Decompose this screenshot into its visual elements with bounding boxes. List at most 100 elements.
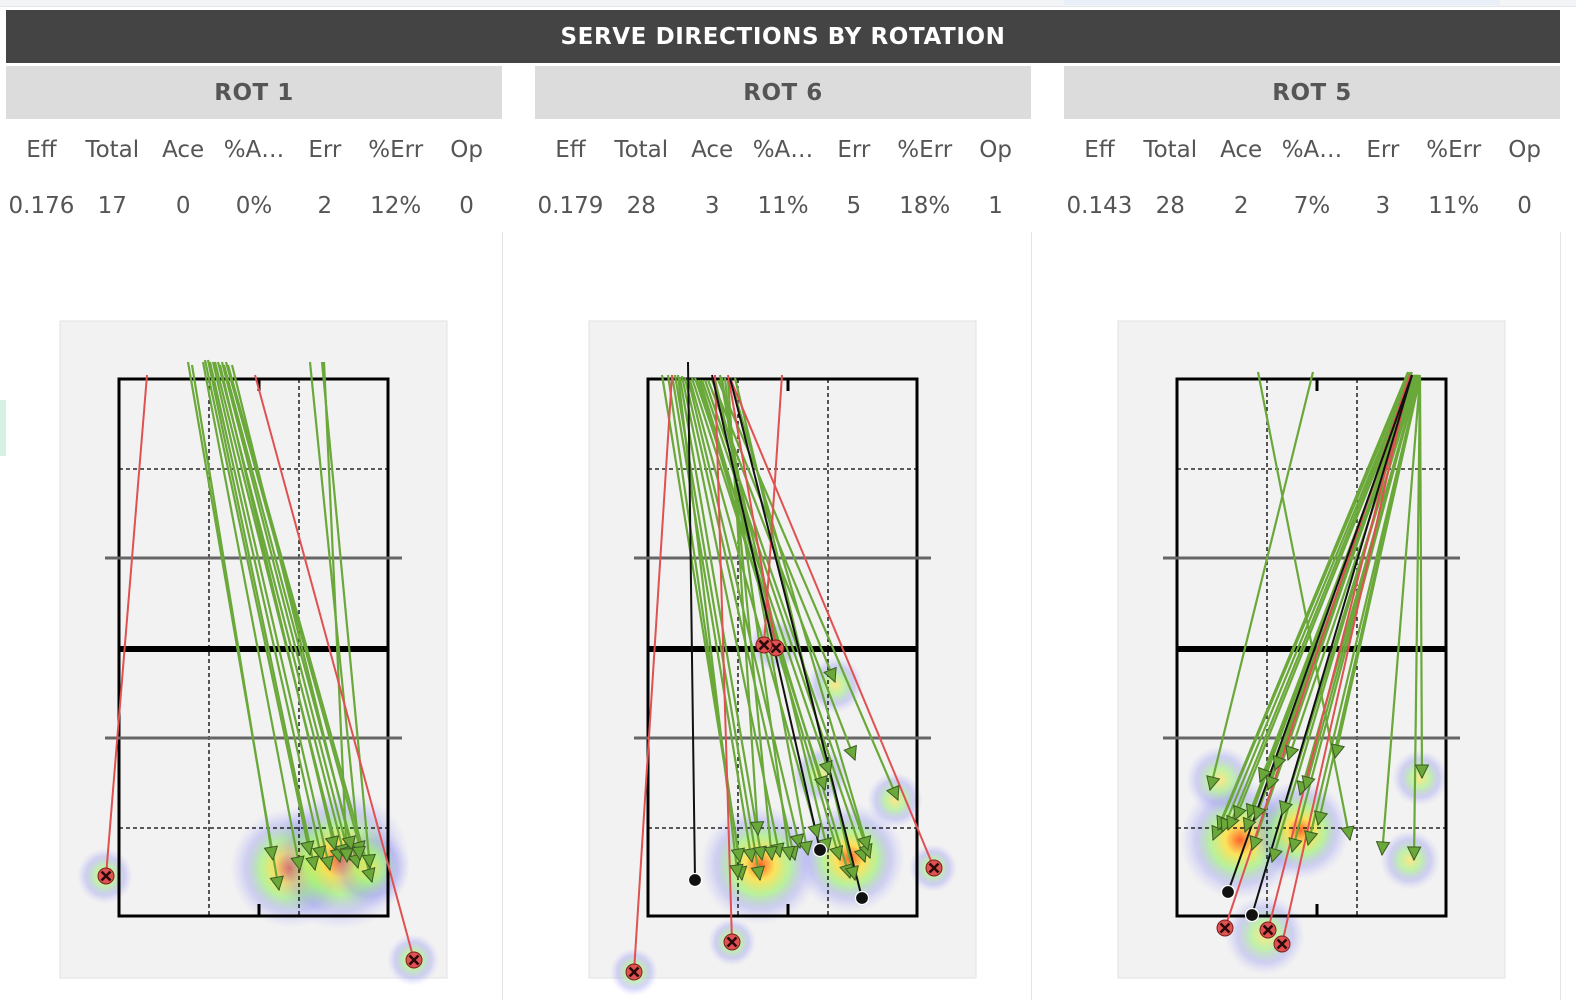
stat-label: Op	[979, 137, 1012, 163]
stat-ace-pct: %A… 11%	[748, 122, 819, 234]
stat-label: %Err	[897, 137, 953, 163]
stat-value: 0	[459, 193, 474, 219]
serve-line	[1258, 374, 1418, 783]
serve-arrowhead	[1272, 754, 1287, 772]
stat-value: 0.179	[537, 193, 604, 219]
stat-value: 12%	[370, 193, 422, 219]
ace-marker	[854, 890, 870, 906]
stat-label: Err	[837, 137, 871, 163]
stat-label: Total	[1143, 137, 1198, 163]
serve-arrowhead	[798, 840, 813, 857]
stat-total: Total 28	[606, 122, 677, 234]
stat-value: 17	[97, 193, 127, 219]
stat-ace-pct: %A… 7%	[1277, 122, 1348, 234]
serve-arrowhead	[1249, 834, 1264, 852]
stat-err: Err 5	[818, 122, 889, 234]
serve-line	[683, 377, 797, 861]
ace-serve-line	[687, 361, 696, 881]
stat-value: 0.176	[8, 193, 75, 219]
serve-arrowhead	[341, 835, 356, 852]
error-cross	[1262, 924, 1274, 936]
stat-err: Err 3	[1347, 122, 1418, 234]
stat-value: 7%	[1293, 193, 1331, 219]
stat-label: Err	[308, 137, 342, 163]
error-cross	[770, 642, 782, 654]
stat-ace: Ace 0	[148, 122, 219, 234]
ace-marker	[1244, 907, 1260, 923]
serve-line	[1303, 374, 1421, 791]
serve-line	[1208, 371, 1315, 791]
rotation-header: ROT 6	[535, 66, 1031, 119]
serve-arrowhead	[1330, 743, 1346, 760]
serve-arrowhead	[1233, 804, 1247, 822]
heat-blob	[807, 657, 863, 713]
rotation-panel-6: ROT 6 Eff 0.179 Total 28 Ace 3 %A… 11% Err 5 …	[535, 66, 1031, 219]
serve-arrowhead	[1340, 825, 1355, 842]
stat-eff: Eff 0.179	[535, 122, 606, 234]
stat-op: Op 0	[431, 122, 502, 234]
serve-arrowhead	[1375, 840, 1391, 857]
error-cross	[408, 954, 420, 966]
ace-marker	[812, 842, 828, 858]
serve-arrowhead	[311, 845, 327, 862]
serve-line	[710, 379, 837, 683]
court-1	[59, 320, 448, 986]
stat-op: Op 0	[1489, 122, 1560, 234]
serve-line	[1412, 377, 1422, 861]
serve-arrowhead	[1304, 830, 1319, 847]
error-cross	[1276, 938, 1288, 950]
rotation-header: ROT 1	[6, 66, 502, 119]
serve-arrowhead	[1288, 837, 1303, 854]
serve-arrowhead	[780, 845, 796, 862]
serve-line	[211, 361, 332, 871]
serve-line	[1216, 371, 1412, 831]
serve-line	[1280, 374, 1420, 816]
stat-label: Ace	[691, 137, 734, 163]
serve-arrowhead	[1258, 766, 1272, 784]
error-serve-line	[633, 374, 673, 973]
stat-label: Ace	[162, 137, 205, 163]
panel-divider	[502, 232, 503, 1000]
stat-value: 3	[1375, 193, 1391, 219]
serve-arrowhead	[1313, 810, 1329, 827]
stat-eff: Eff 0.176	[6, 122, 77, 234]
serve-arrowhead	[1226, 814, 1240, 832]
stat-total: Total 17	[77, 122, 148, 234]
stat-label: Op	[1508, 137, 1541, 163]
serve-line	[320, 361, 372, 869]
stat-eff: Eff 0.143	[1064, 122, 1135, 234]
stat-label: %A…	[223, 137, 285, 163]
ace-marker	[687, 872, 703, 888]
serve-line	[230, 364, 354, 851]
serve-line	[666, 374, 744, 881]
serve-arrowhead	[319, 855, 335, 872]
ace-serve-line	[1227, 374, 1413, 893]
stat-value: 11%	[757, 193, 809, 219]
serve-line	[322, 361, 349, 863]
serve-arrowhead	[1252, 804, 1267, 822]
serve-arrowhead	[729, 863, 744, 880]
heat-blob	[867, 772, 923, 828]
stat-value: 11%	[1428, 193, 1480, 219]
serve-arrowhead	[1279, 799, 1293, 817]
top-tab-highlight	[1064, 0, 1500, 5]
serve-arrowhead	[844, 865, 859, 882]
serve-line	[700, 379, 867, 863]
serve-arrowhead	[1206, 775, 1221, 792]
serve-arrowhead	[829, 844, 844, 862]
rotation-panel-1: ROT 1 Eff 0.176 Total 17 Ace 0 %A… 0% Err 2 %…	[6, 66, 502, 219]
error-serve-line	[1267, 374, 1411, 931]
stat-label: Total	[85, 137, 140, 163]
stat-op: Op 1	[960, 122, 1031, 234]
serve-arrowhead	[752, 845, 767, 862]
serve-arrowhead	[730, 847, 746, 864]
serve-arrowhead	[1265, 774, 1280, 792]
stats-table: Eff 0.176 Total 17 Ace 0 %A… 0% Err 2 %Err 12%…	[6, 122, 502, 234]
stat-label: %A…	[1281, 137, 1343, 163]
stat-value: 5	[846, 193, 862, 219]
stat-value: 0	[1517, 193, 1532, 219]
serve-arrowhead	[818, 759, 833, 777]
serve-line	[718, 374, 810, 856]
serve-line	[1226, 374, 1414, 831]
serve-line	[201, 361, 302, 871]
